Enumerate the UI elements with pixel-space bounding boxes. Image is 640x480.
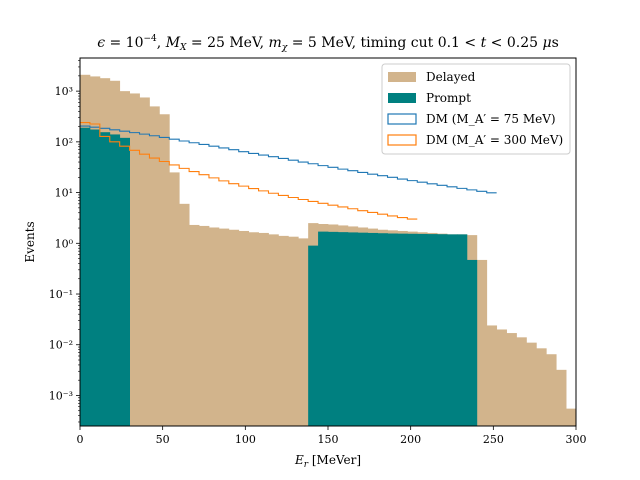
bar (456, 234, 468, 426)
bar (308, 245, 319, 426)
bar (387, 233, 398, 426)
bar (159, 114, 170, 427)
bar (437, 234, 448, 426)
legend-label: Delayed (426, 70, 476, 84)
bar (447, 234, 458, 426)
bar (169, 172, 180, 426)
bar (357, 232, 369, 426)
bar (248, 232, 259, 426)
bar (268, 234, 279, 426)
bar (218, 228, 230, 426)
y-tick-label: 10¹ (55, 187, 73, 200)
bar (139, 97, 150, 426)
svg-text:ϵ = 10−4, MX = 25 MeV, mχ = 5: ϵ = 10−4, MX = 25 MeV, mχ = 5 MeV, timin… (97, 34, 559, 53)
bar (278, 235, 289, 426)
bar (199, 225, 210, 426)
bar (347, 232, 359, 426)
legend-box (381, 63, 571, 155)
y-axis-label: Events (23, 221, 37, 262)
bar (566, 408, 577, 426)
bar (337, 232, 349, 426)
bar (328, 231, 339, 426)
legend-label: DM (M_A′ = 300 MeV) (426, 133, 563, 147)
x-tick-label: 200 (400, 433, 421, 446)
bar (516, 337, 527, 426)
series-dm-line-2 (80, 122, 418, 220)
bar (506, 333, 517, 426)
y-tick-label: 10⁻³ (49, 389, 73, 402)
x-tick-label: 50 (156, 433, 170, 446)
x-tick-label: 100 (235, 433, 256, 446)
bar (189, 224, 200, 426)
x-axis-label: Er [MeVer] (294, 453, 361, 470)
bar (80, 127, 91, 426)
bar (208, 227, 220, 426)
bar (298, 238, 309, 426)
bar (417, 233, 428, 426)
bar (486, 325, 498, 426)
y-tick-label: 10⁻² (49, 339, 73, 352)
legend: Delayed Prompt DM (M_A′ = 75 MeV) DM (M_A′ … (381, 63, 571, 155)
bar (258, 232, 269, 426)
chart-title: ϵ = 10−4, MX = 25 MeV, mχ = 5 MeV, timin… (97, 34, 559, 53)
bar (476, 259, 488, 426)
series-prompt (80, 127, 478, 427)
legend-swatch (387, 113, 417, 125)
bar (427, 234, 438, 426)
bar (238, 230, 250, 426)
legend-swatch (388, 93, 416, 103)
bar (526, 342, 537, 426)
legend-swatch (387, 134, 417, 146)
x-tick-label: 300 (566, 433, 587, 446)
bar (407, 233, 418, 426)
y-tick-label: 10² (55, 136, 73, 149)
bar (109, 134, 121, 426)
bar (99, 132, 111, 427)
bar (397, 233, 408, 426)
y-tick-label: 10⁰ (55, 237, 74, 250)
bar (377, 233, 388, 426)
bar (556, 369, 567, 426)
x-tick-label: 0 (77, 433, 84, 446)
bar (466, 259, 478, 426)
legend-swatch (388, 72, 416, 82)
x-tick-label: 250 (483, 433, 504, 446)
x-tick-label: 150 (318, 433, 339, 446)
series-dm-line-1 (80, 125, 497, 194)
bar (228, 229, 240, 426)
bar (149, 106, 160, 427)
bar (546, 354, 557, 426)
legend-label: Prompt (426, 91, 471, 105)
bar (288, 236, 299, 426)
bar (367, 232, 378, 426)
bar (89, 129, 101, 426)
bar (129, 93, 140, 426)
y-tick-label: 10³ (55, 85, 73, 98)
bar (119, 137, 130, 427)
bar (536, 348, 547, 426)
bar (496, 329, 507, 426)
bar (318, 231, 329, 426)
bar (179, 203, 190, 426)
legend-label: DM (M_A′ = 75 MeV) (426, 112, 556, 126)
y-tick-label: 10⁻¹ (49, 288, 73, 301)
